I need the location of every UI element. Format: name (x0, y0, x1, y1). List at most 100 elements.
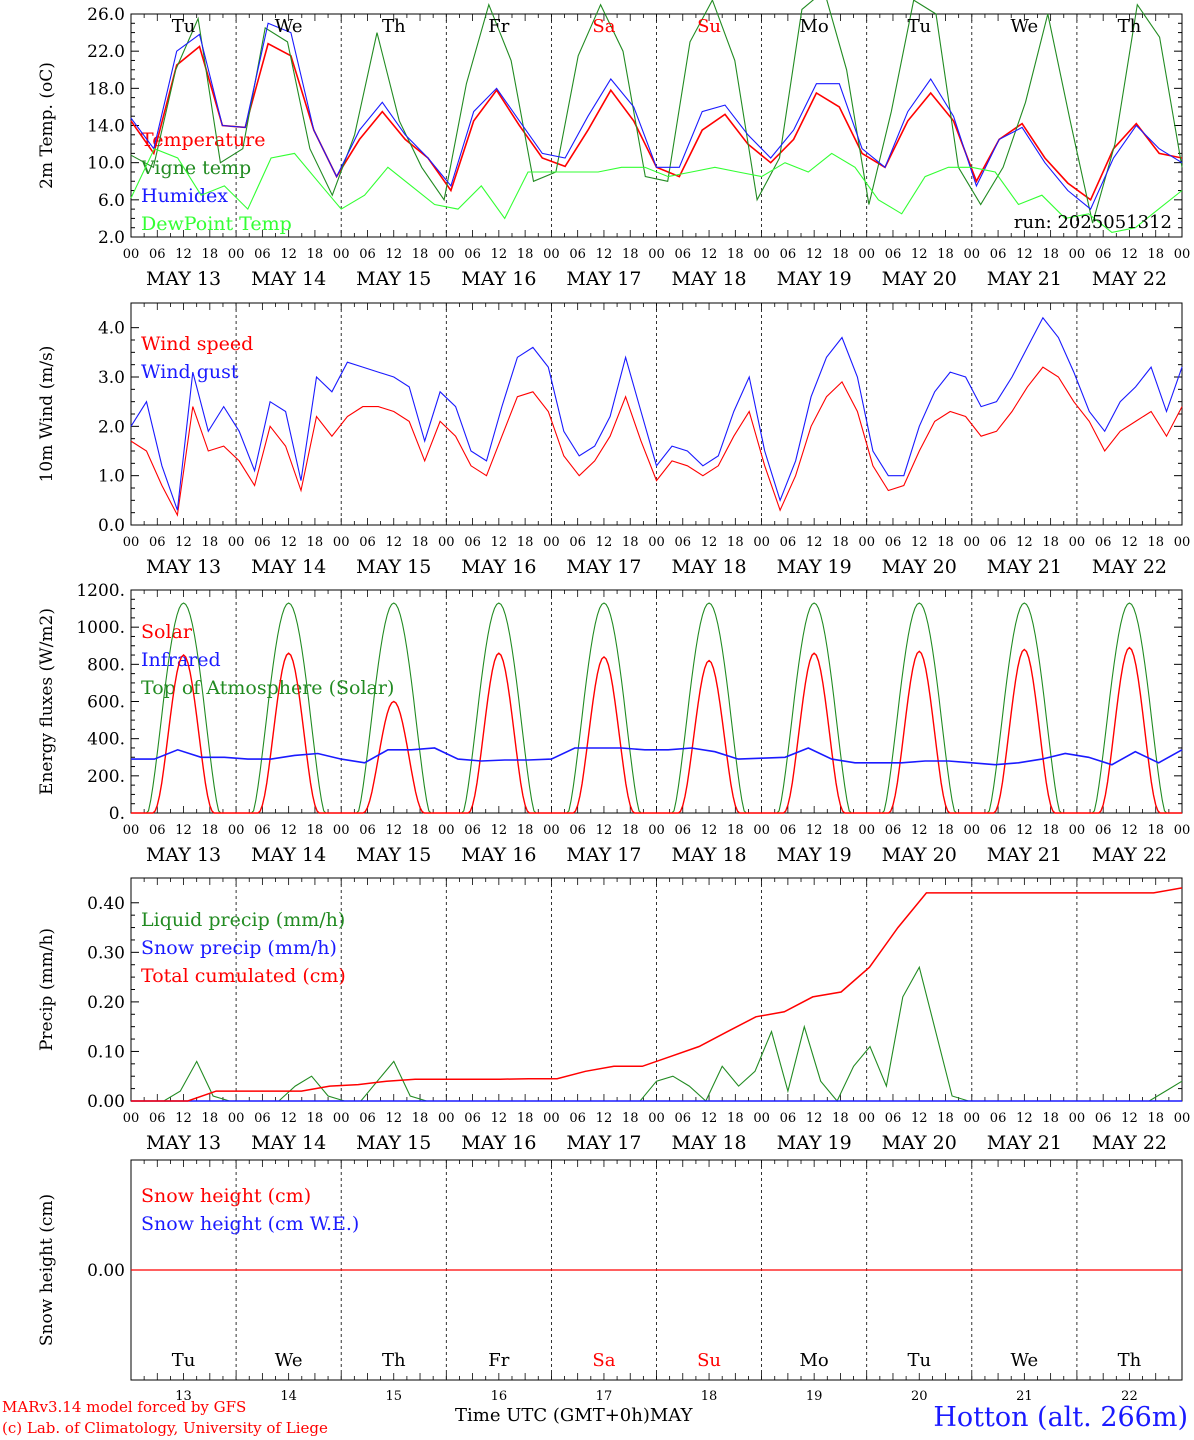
y-tick-label: 200. (87, 767, 125, 787)
hour-label: 18 (202, 823, 219, 838)
day-number: 14 (280, 1389, 297, 1404)
hour-label: 06 (990, 823, 1007, 838)
hour-label: 12 (385, 1111, 402, 1126)
date-label: MAY 17 (566, 1132, 641, 1154)
weekday-label: Tu (172, 1350, 196, 1371)
legend-entry: Snow precip (mm/h) (141, 937, 337, 959)
legend-entry: Liquid precip (mm/h) (141, 909, 345, 931)
y-tick-label: 0.40 (87, 894, 125, 914)
y-tick-label: 6.0 (98, 191, 125, 211)
hour-label: 18 (307, 535, 324, 550)
date-label: MAY 19 (777, 556, 852, 578)
hour-label: 00 (648, 823, 665, 838)
y-tick-label: 800. (87, 655, 125, 675)
hour-label: 18 (517, 1111, 534, 1126)
hour-label: 00 (438, 535, 455, 550)
date-label: MAY 13 (146, 1132, 221, 1154)
date-label: MAY 15 (356, 1132, 431, 1154)
hour-label: 18 (622, 535, 639, 550)
legend-entry: Wind speed (141, 333, 253, 355)
date-label: MAY 16 (461, 1132, 536, 1154)
hour-label: 12 (385, 823, 402, 838)
hour-label: 06 (464, 823, 481, 838)
hour-label: 12 (280, 823, 297, 838)
hour-label: 12 (1016, 823, 1033, 838)
hour-label: 00 (1174, 1111, 1191, 1126)
hour-label: 12 (1016, 247, 1033, 262)
hour-label: 12 (175, 823, 192, 838)
legend-entry: Solar (141, 621, 193, 643)
hour-label: 12 (385, 535, 402, 550)
hour-label: 06 (780, 247, 797, 262)
hour-label: 18 (622, 823, 639, 838)
hour-label: 18 (937, 535, 954, 550)
panel-2: 0. 200. 400. 600. 800. 1000. 1200. Energy fluxe… (37, 581, 1190, 866)
panel-1: 0.0 1.0 2.0 3.0 4.0 10m Wind (m/s) 00 06 12 18 MAY… (37, 302, 1190, 578)
hour-label: 18 (832, 247, 849, 262)
hour-label: 18 (517, 823, 534, 838)
x-axis-title: Time UTC (GMT+0h)MAY (455, 1405, 692, 1426)
day-number: 16 (491, 1389, 508, 1404)
hour-label: 06 (780, 823, 797, 838)
hour-label: 06 (675, 535, 692, 550)
hour-label: 12 (596, 247, 613, 262)
hour-label: 06 (885, 1111, 902, 1126)
series-vigne-temp (130, 0, 1183, 224)
hour-label: 06 (254, 535, 271, 550)
weekday-label: Tu (907, 1350, 931, 1371)
weekday-label: We (1011, 16, 1039, 37)
hour-label: 18 (1147, 247, 1164, 262)
legend-entry: Temperature (141, 129, 265, 151)
hour-label: 06 (359, 247, 376, 262)
hour-label: 18 (727, 823, 744, 838)
y-tick-label: 14.0 (87, 117, 125, 137)
date-label: MAY 14 (251, 268, 326, 290)
date-label: MAY 18 (671, 844, 746, 866)
date-label: MAY 22 (1092, 268, 1167, 290)
legend-entry: Humidex (141, 185, 228, 207)
hour-label: 00 (858, 247, 875, 262)
credit-lab: (c) Lab. of Climatology, University of L… (2, 1419, 328, 1437)
hour-label: 00 (858, 823, 875, 838)
hour-label: 12 (701, 535, 718, 550)
hour-label: 12 (806, 823, 823, 838)
hour-label: 06 (1095, 823, 1112, 838)
hour-label: 18 (517, 247, 534, 262)
hour-label: 18 (1042, 247, 1059, 262)
date-label: MAY 18 (671, 556, 746, 578)
hour-label: 00 (333, 1111, 350, 1126)
hour-label: 12 (911, 535, 928, 550)
y-tick-label: 18.0 (87, 79, 125, 99)
month-label: MAY (649, 1405, 693, 1426)
hour-label: 06 (675, 823, 692, 838)
hour-label: 18 (517, 535, 534, 550)
hour-label: 00 (1069, 823, 1086, 838)
hour-label: 12 (806, 247, 823, 262)
hour-label: 12 (1121, 535, 1138, 550)
hour-label: 00 (123, 823, 140, 838)
hour-label: 12 (806, 535, 823, 550)
hour-label: 00 (753, 247, 770, 262)
station-label: Hotton (alt. 266m) (933, 1402, 1188, 1433)
series-humidex (130, 22, 1183, 210)
run-label: run: 2025051312 (1014, 212, 1172, 233)
weekday-label: Mo (800, 1350, 829, 1371)
hour-label: 06 (359, 535, 376, 550)
hour-label: 00 (964, 1111, 981, 1126)
hour-label: 18 (1042, 823, 1059, 838)
hour-label: 12 (491, 535, 508, 550)
y-axis-label: Energy fluxes (W/m2) (37, 608, 57, 795)
series-wind-gust (130, 316, 1183, 511)
hour-label: 18 (307, 247, 324, 262)
y-tick-label: 0.10 (87, 1042, 125, 1062)
hour-label: 00 (964, 247, 981, 262)
hour-label: 12 (175, 535, 192, 550)
hour-label: 18 (1042, 535, 1059, 550)
hour-label: 18 (727, 1111, 744, 1126)
y-tick-label: 3.0 (98, 368, 125, 388)
hour-label: 12 (911, 1111, 928, 1126)
hour-label: 18 (412, 535, 429, 550)
weekday-label: Th (1118, 16, 1142, 37)
y-tick-label: 0.00 (87, 1092, 125, 1112)
